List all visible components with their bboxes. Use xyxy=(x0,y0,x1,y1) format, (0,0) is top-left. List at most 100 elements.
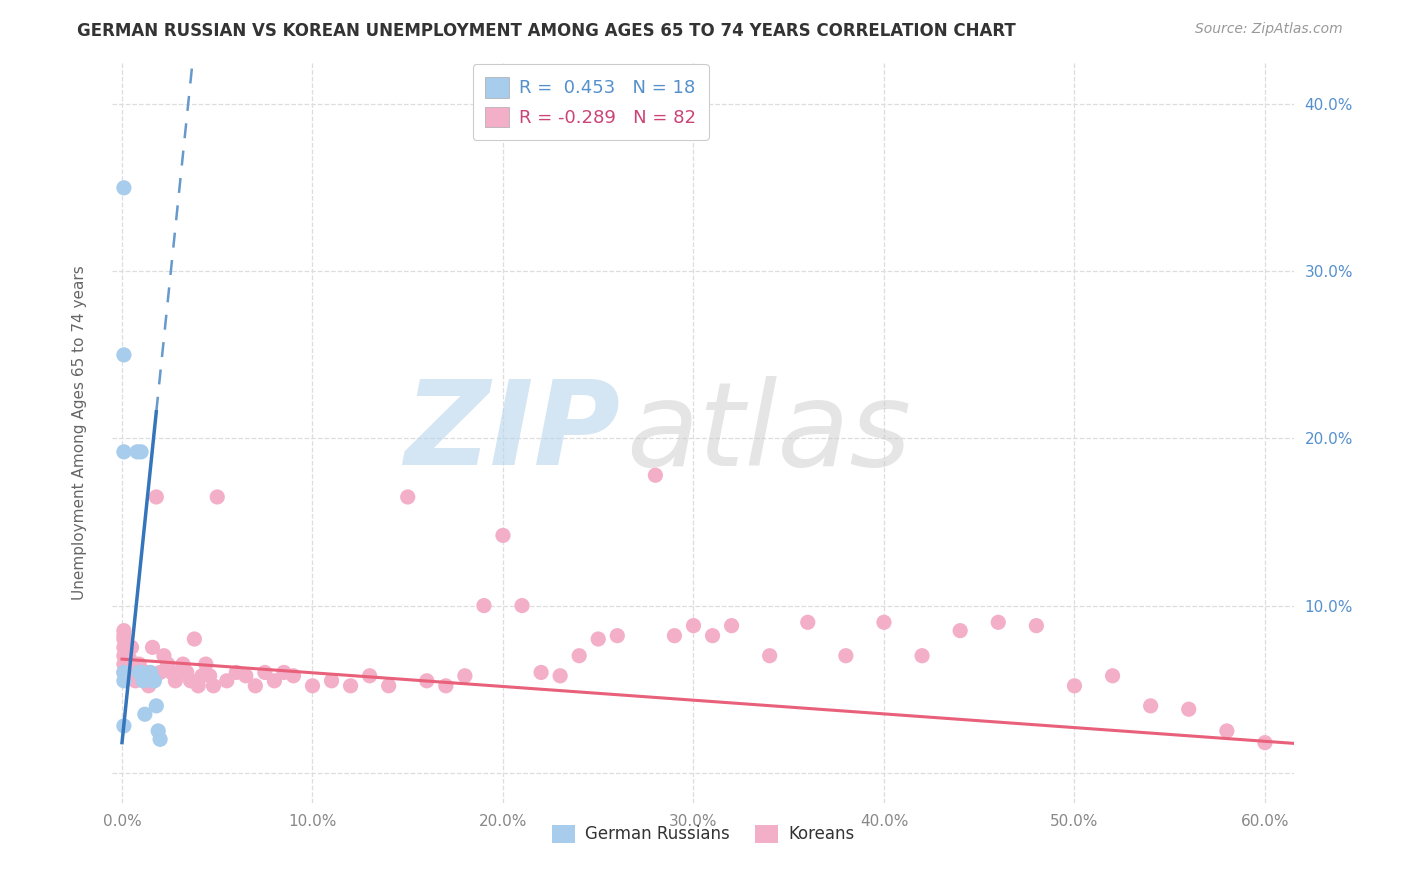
Point xyxy=(911,648,934,663)
Point xyxy=(153,648,176,663)
Point xyxy=(112,648,135,663)
Point xyxy=(127,445,149,459)
Point xyxy=(114,648,136,663)
Point xyxy=(644,468,666,483)
Point xyxy=(121,640,143,655)
Point xyxy=(145,698,167,713)
Point xyxy=(112,348,135,362)
Point xyxy=(758,648,780,663)
Point xyxy=(548,669,571,683)
Point xyxy=(530,665,553,680)
Point xyxy=(129,665,152,680)
Point xyxy=(454,669,477,683)
Point xyxy=(127,669,149,683)
Point xyxy=(202,679,225,693)
Point xyxy=(416,673,439,688)
Point xyxy=(112,445,135,459)
Point xyxy=(165,673,187,688)
Point xyxy=(702,629,724,643)
Point xyxy=(568,648,591,663)
Point xyxy=(198,669,221,683)
Point xyxy=(129,669,152,683)
Point xyxy=(122,665,145,680)
Text: ZIP: ZIP xyxy=(405,376,620,490)
Point xyxy=(134,707,156,722)
Point xyxy=(235,669,257,683)
Point xyxy=(132,673,155,688)
Legend: German Russians, Koreans: German Russians, Koreans xyxy=(546,818,860,850)
Point xyxy=(949,624,972,638)
Point xyxy=(1063,679,1085,693)
Point xyxy=(263,673,285,688)
Point xyxy=(112,719,135,733)
Point xyxy=(434,679,457,693)
Point xyxy=(1101,669,1123,683)
Point xyxy=(112,629,135,643)
Point xyxy=(180,673,202,688)
Point xyxy=(510,599,533,613)
Point xyxy=(987,615,1010,630)
Point xyxy=(664,629,686,643)
Point xyxy=(207,490,229,504)
Point xyxy=(835,648,858,663)
Point xyxy=(112,665,135,680)
Point xyxy=(472,599,495,613)
Text: GERMAN RUSSIAN VS KOREAN UNEMPLOYMENT AMONG AGES 65 TO 74 YEARS CORRELATION CHAR: GERMAN RUSSIAN VS KOREAN UNEMPLOYMENT AM… xyxy=(77,22,1017,40)
Point xyxy=(797,615,820,630)
Point xyxy=(141,673,163,688)
Point xyxy=(149,732,172,747)
Point xyxy=(586,632,609,646)
Point xyxy=(141,640,163,655)
Point xyxy=(682,618,704,632)
Point xyxy=(339,679,361,693)
Point xyxy=(191,669,214,683)
Point xyxy=(301,679,323,693)
Point xyxy=(121,657,143,671)
Point xyxy=(606,629,628,643)
Point xyxy=(145,490,167,504)
Point xyxy=(129,445,152,459)
Point xyxy=(112,657,135,671)
Point xyxy=(112,665,135,680)
Point xyxy=(112,673,135,688)
Point xyxy=(117,645,139,659)
Y-axis label: Unemployment Among Ages 65 to 74 years: Unemployment Among Ages 65 to 74 years xyxy=(73,265,87,600)
Point xyxy=(124,673,146,688)
Point xyxy=(128,665,150,680)
Point xyxy=(138,679,160,693)
Point xyxy=(1216,723,1239,738)
Point xyxy=(225,665,247,680)
Point xyxy=(1025,618,1047,632)
Point xyxy=(160,665,183,680)
Point xyxy=(720,618,742,632)
Point xyxy=(187,679,209,693)
Point xyxy=(156,657,179,671)
Point xyxy=(492,528,515,542)
Point xyxy=(321,673,343,688)
Point xyxy=(176,665,198,680)
Point xyxy=(283,669,305,683)
Point xyxy=(873,615,896,630)
Point xyxy=(148,723,170,738)
Point xyxy=(1177,702,1199,716)
Point xyxy=(128,657,150,671)
Point xyxy=(112,181,135,195)
Point xyxy=(118,652,141,666)
Point xyxy=(253,665,276,680)
Text: atlas: atlas xyxy=(626,376,911,490)
Point xyxy=(377,679,399,693)
Point xyxy=(183,632,205,646)
Point xyxy=(112,632,135,646)
Point xyxy=(273,665,295,680)
Point xyxy=(172,657,194,671)
Point xyxy=(143,673,166,688)
Point xyxy=(396,490,419,504)
Point xyxy=(139,665,162,680)
Point xyxy=(149,665,172,680)
Point xyxy=(1139,698,1161,713)
Text: Source: ZipAtlas.com: Source: ZipAtlas.com xyxy=(1195,22,1343,37)
Point xyxy=(245,679,267,693)
Point xyxy=(1254,736,1277,750)
Point xyxy=(112,624,135,638)
Point xyxy=(167,665,190,680)
